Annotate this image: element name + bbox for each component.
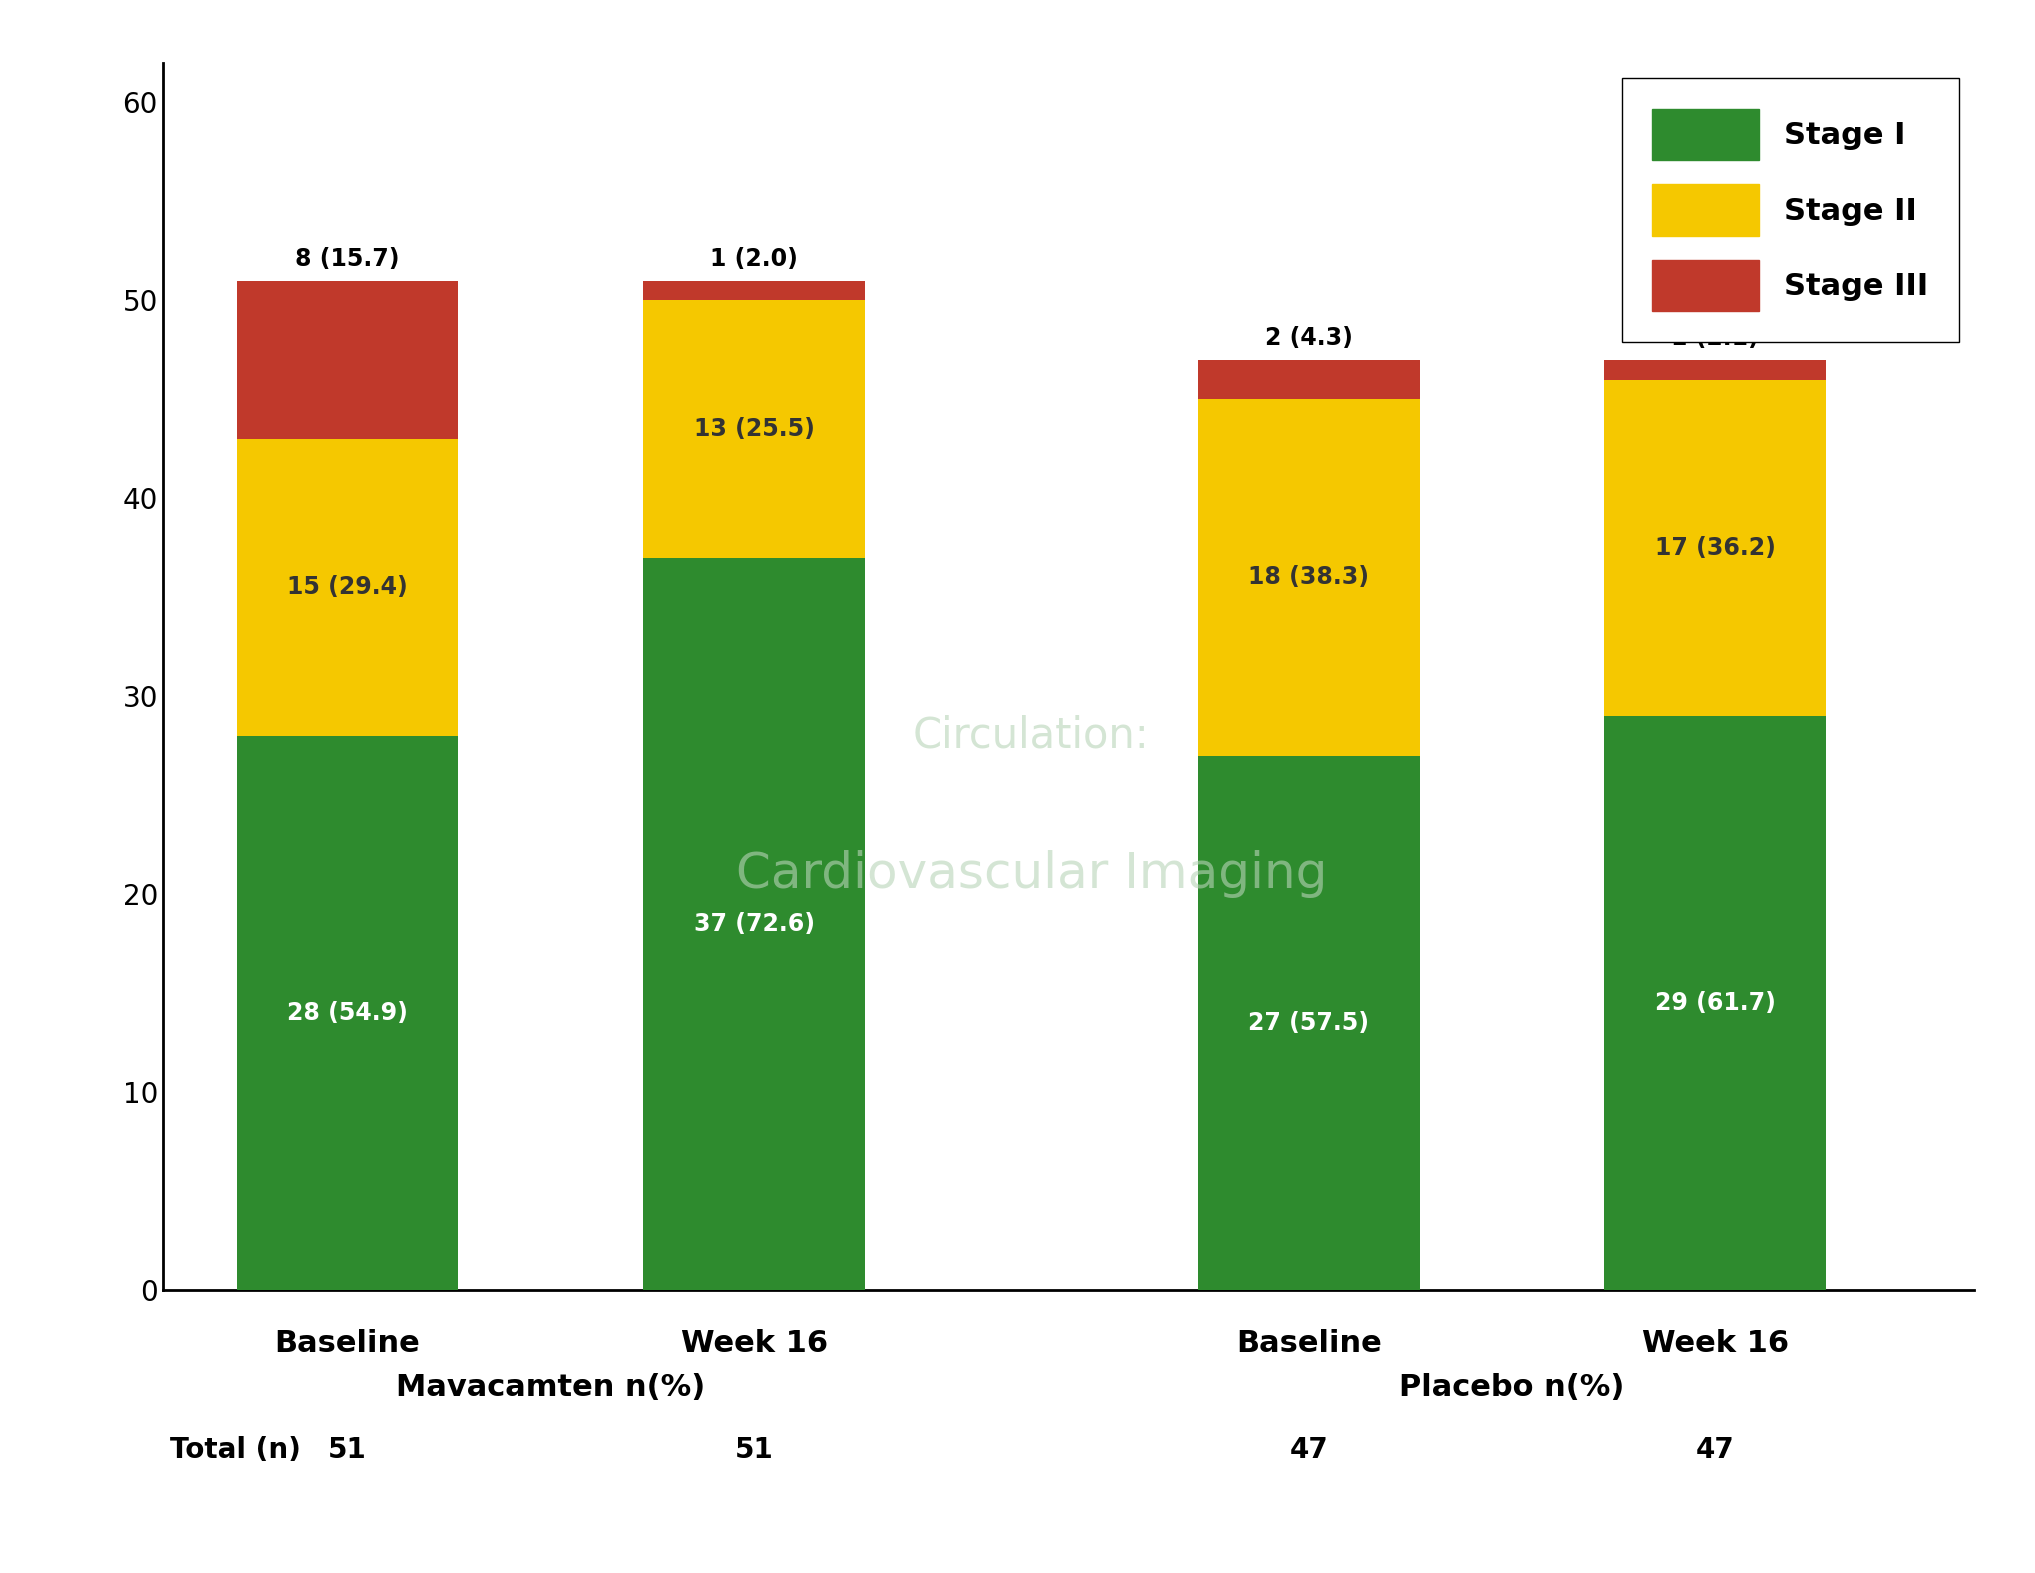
Text: Baseline: Baseline [275, 1329, 421, 1357]
Text: Mavacamten n(%): Mavacamten n(%) [397, 1373, 706, 1402]
Text: 1 (2.0): 1 (2.0) [710, 247, 798, 271]
Bar [643, 280, 865, 300]
Text: 1 (2.1): 1 (2.1) [1671, 326, 1758, 349]
Text: 51: 51 [328, 1436, 366, 1464]
Text: Placebo n(%): Placebo n(%) [1400, 1373, 1624, 1402]
Bar [1604, 716, 1825, 1290]
Text: 13 (25.5): 13 (25.5) [694, 417, 814, 440]
Text: 17 (36.2): 17 (36.2) [1654, 536, 1777, 560]
Bar [236, 439, 458, 736]
Bar [1199, 755, 1420, 1290]
Bar [1199, 360, 1420, 400]
Bar [1199, 400, 1420, 755]
Bar [1604, 379, 1825, 716]
Text: 47: 47 [1290, 1436, 1329, 1464]
Text: 18 (38.3): 18 (38.3) [1247, 565, 1370, 590]
Bar [236, 736, 458, 1290]
Bar [643, 558, 865, 1290]
Text: 47: 47 [1695, 1436, 1734, 1464]
Text: Week 16: Week 16 [680, 1329, 828, 1357]
Text: 8 (15.7): 8 (15.7) [295, 247, 399, 271]
Bar [643, 300, 865, 558]
Bar [236, 280, 458, 439]
Text: 28 (54.9): 28 (54.9) [287, 1000, 409, 1024]
Text: 29 (61.7): 29 (61.7) [1654, 991, 1777, 1015]
Bar [1604, 360, 1825, 379]
Text: Week 16: Week 16 [1642, 1329, 1789, 1357]
Text: Cardiovascular Imaging: Cardiovascular Imaging [737, 851, 1327, 898]
Legend: Stage I, Stage II, Stage III: Stage I, Stage II, Stage III [1622, 79, 1958, 341]
Text: Total (n): Total (n) [171, 1436, 301, 1464]
Text: Baseline: Baseline [1235, 1329, 1382, 1357]
Text: 51: 51 [735, 1436, 773, 1464]
Text: 15 (29.4): 15 (29.4) [287, 576, 407, 599]
Text: 37 (72.6): 37 (72.6) [694, 912, 814, 936]
Text: 27 (57.5): 27 (57.5) [1247, 1011, 1370, 1035]
Text: Circulation:: Circulation: [914, 714, 1150, 757]
Text: 2 (4.3): 2 (4.3) [1264, 326, 1353, 349]
